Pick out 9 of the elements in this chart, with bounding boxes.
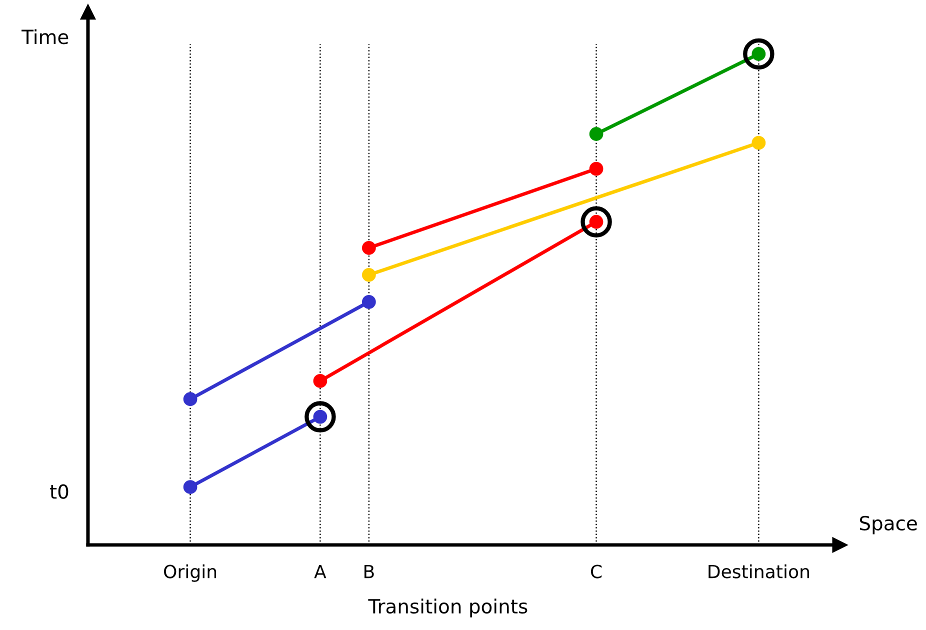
- text: Transition points: [368, 598, 528, 618]
- x-tick-label: Origin: [164, 564, 216, 582]
- y-axis-title: Time: [22, 29, 68, 44]
- x-axis-title: Space: [860, 516, 917, 534]
- x-tick-label: A: [314, 564, 326, 578]
- x-tick-label: Destination: [708, 564, 809, 578]
- x-tick-label: B: [364, 564, 374, 578]
- text: t0: [50, 484, 68, 499]
- x-tick-label: C: [590, 564, 602, 578]
